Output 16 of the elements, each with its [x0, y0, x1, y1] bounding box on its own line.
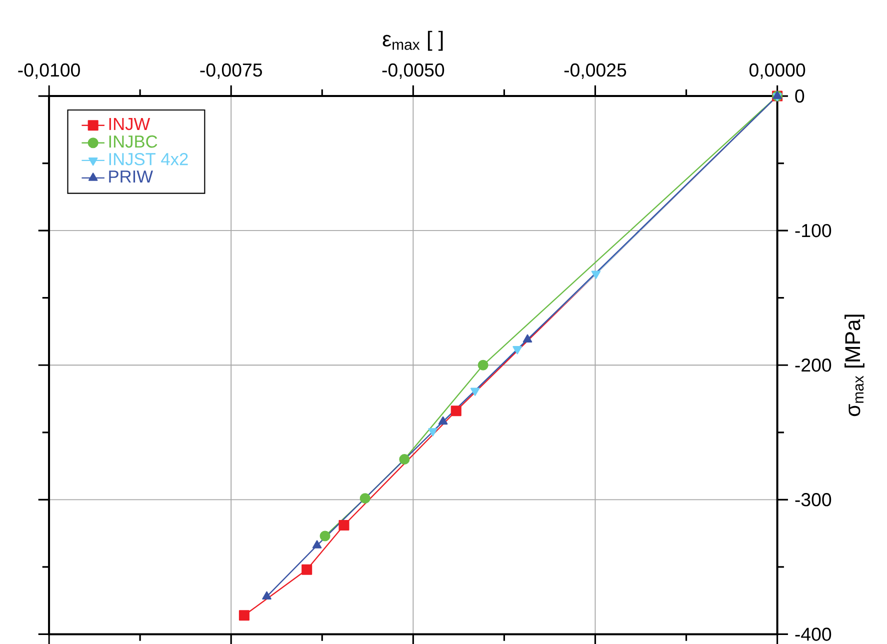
- y-tick-label: -400: [795, 627, 832, 641]
- y-tick-label: -100: [795, 224, 832, 238]
- legend-label: INJBC: [109, 135, 158, 148]
- legend-label: PRIW: [109, 170, 153, 182]
- x-axis-title: ε$_{max}$ [ ]: [382, 30, 443, 51]
- y-tick-label: -300: [795, 492, 832, 506]
- x-tick-label: -0,0100: [18, 63, 80, 79]
- y-axis-title: σ$_{max}$ [MPa]: [844, 314, 864, 416]
- x-tick-label: -0,0025: [564, 63, 626, 79]
- legend-label: INJST 4x2: [109, 152, 188, 166]
- legend-label: INJW: [109, 118, 150, 130]
- x-tick-label: -0,0050: [382, 63, 444, 79]
- x-tick-label: -0,0075: [200, 63, 262, 79]
- x-tick-label: 0,0000: [749, 63, 806, 79]
- y-tick-label: 0: [795, 89, 804, 103]
- y-tick-label: -200: [795, 358, 832, 372]
